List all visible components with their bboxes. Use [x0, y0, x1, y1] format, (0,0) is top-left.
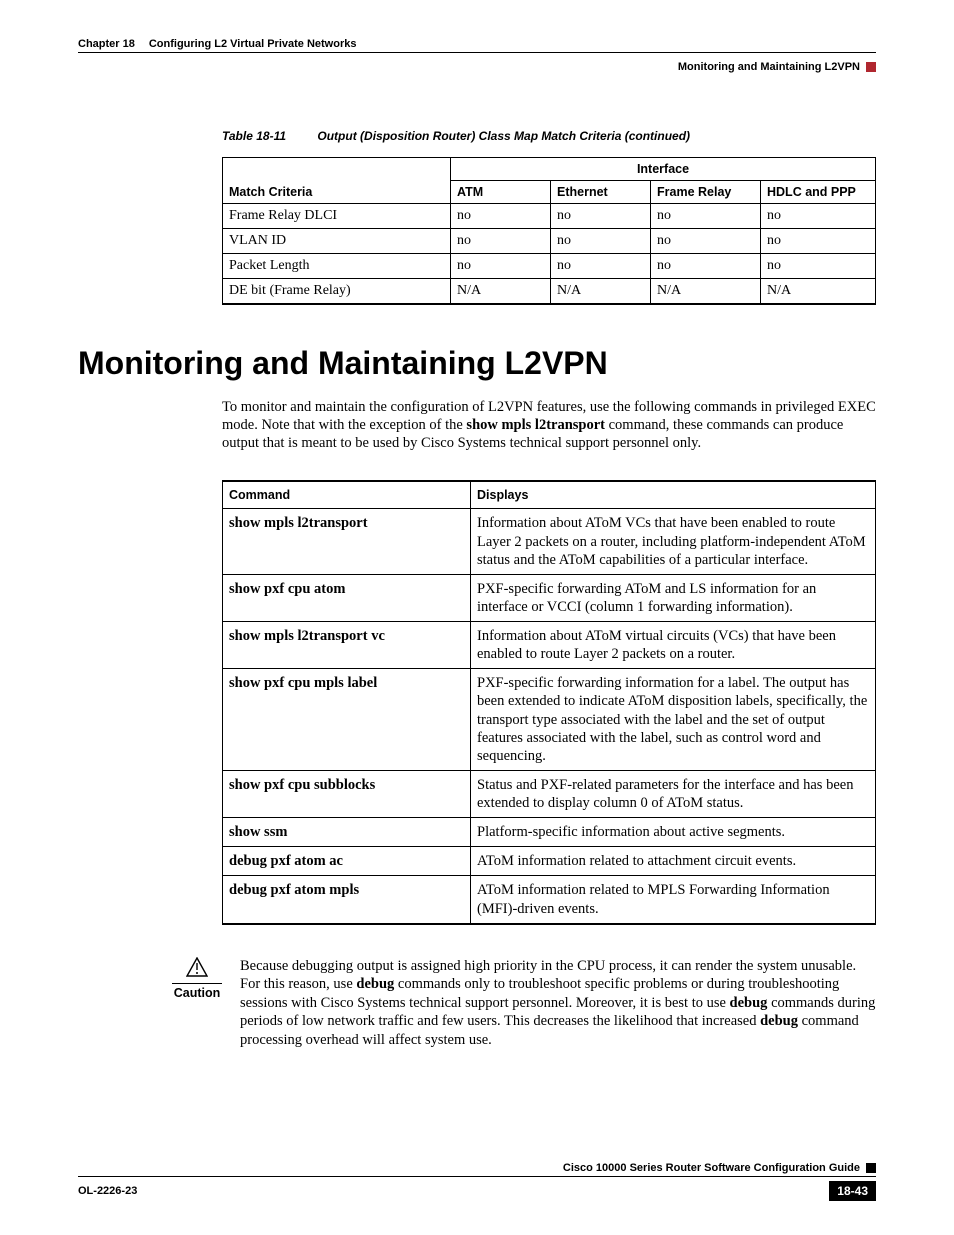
cell: Frame Relay DLCI — [223, 204, 451, 229]
caution-bold: debug — [356, 976, 394, 992]
cell: no — [761, 254, 876, 279]
table-row: show mpls l2transport Information about … — [223, 509, 876, 574]
cell: Packet Length — [223, 254, 451, 279]
table-row: debug pxf atom mpls AToM information rel… — [223, 876, 876, 924]
cell: no — [551, 204, 651, 229]
col-header-hdlc: HDLC and PPP — [761, 181, 876, 204]
command-name: show mpls l2transport vc — [223, 622, 471, 669]
table-row: Frame Relay DLCI no no no no — [223, 204, 876, 229]
col-header-command: Command — [223, 481, 471, 509]
col-group-interface: Interface — [451, 158, 876, 181]
command-name: show mpls l2transport — [223, 509, 471, 574]
table-title: Output (Disposition Router) Class Map Ma… — [317, 129, 690, 143]
cell: no — [651, 254, 761, 279]
command-desc: PXF-specific forwarding AToM and LS info… — [471, 574, 876, 621]
command-desc: Information about AToM virtual circuits … — [471, 622, 876, 669]
table-row: debug pxf atom ac AToM information relat… — [223, 847, 876, 876]
command-name: show pxf cpu subblocks — [223, 770, 471, 817]
cell: no — [761, 204, 876, 229]
caution-text: Because debugging output is assigned hig… — [240, 957, 876, 1050]
intro-paragraph: To monitor and maintain the configuratio… — [222, 398, 876, 452]
table-row: DE bit (Frame Relay) N/A N/A N/A N/A — [223, 279, 876, 305]
cell: no — [451, 229, 551, 254]
col-header-displays: Displays — [471, 481, 876, 509]
col-header-criteria: Match Criteria — [223, 158, 451, 204]
table-row: show pxf cpu atom PXF-specific forwardin… — [223, 574, 876, 621]
chapter-title: Configuring L2 Virtual Private Networks — [149, 38, 357, 50]
col-header-framerelay: Frame Relay — [651, 181, 761, 204]
caution-bold: debug — [760, 1013, 798, 1029]
table-row: Packet Length no no no no — [223, 254, 876, 279]
section-title: Monitoring and Maintaining L2VPN — [678, 61, 860, 73]
cell: no — [451, 204, 551, 229]
command-name: show pxf cpu mpls label — [223, 669, 471, 771]
table-label: Table 18-11 — [222, 129, 286, 143]
cell: VLAN ID — [223, 229, 451, 254]
command-desc: AToM information related to attachment c… — [471, 847, 876, 876]
command-name: show ssm — [223, 818, 471, 847]
intro-bold: show mpls l2transport — [466, 417, 605, 433]
col-header-atm: ATM — [451, 181, 551, 204]
cell: N/A — [651, 279, 761, 305]
command-name: debug pxf atom mpls — [223, 876, 471, 924]
page-footer: Cisco 10000 Series Router Software Confi… — [78, 1162, 876, 1201]
cell: N/A — [551, 279, 651, 305]
command-table: Command Displays show mpls l2transport I… — [222, 480, 876, 924]
caution-bold: debug — [730, 995, 768, 1011]
caution-icon — [172, 957, 222, 981]
cell: N/A — [451, 279, 551, 305]
command-name: debug pxf atom ac — [223, 847, 471, 876]
running-header: Chapter 18 Configuring L2 Virtual Privat… — [78, 38, 876, 50]
command-desc: Platform-specific information about acti… — [471, 818, 876, 847]
cell: no — [651, 229, 761, 254]
doc-id: OL-2226-23 — [78, 1185, 137, 1197]
table-row: show pxf cpu mpls label PXF-specific for… — [223, 669, 876, 771]
caution-block: Caution Because debugging output is assi… — [172, 957, 876, 1050]
table-row: show ssm Platform-specific information a… — [223, 818, 876, 847]
cell: DE bit (Frame Relay) — [223, 279, 451, 305]
section-marker-icon — [866, 62, 876, 72]
command-desc: Status and PXF-related parameters for th… — [471, 770, 876, 817]
cell: no — [451, 254, 551, 279]
page-heading: Monitoring and Maintaining L2VPN — [78, 345, 876, 382]
table-caption: Table 18-11 Output (Disposition Router) … — [222, 129, 876, 143]
guide-title: Cisco 10000 Series Router Software Confi… — [563, 1162, 860, 1174]
caution-label: Caution — [172, 986, 222, 1000]
match-criteria-table: Match Criteria Interface ATM Ethernet Fr… — [222, 157, 876, 305]
page-number: 18-43 — [829, 1181, 876, 1201]
table-row: show mpls l2transport vc Information abo… — [223, 622, 876, 669]
cell: no — [651, 204, 761, 229]
cell: no — [551, 229, 651, 254]
cell: N/A — [761, 279, 876, 305]
cell: no — [551, 254, 651, 279]
cell: no — [761, 229, 876, 254]
chapter-number: Chapter 18 — [78, 38, 135, 50]
footer-marker-icon — [866, 1163, 876, 1173]
col-header-ethernet: Ethernet — [551, 181, 651, 204]
header-rule — [78, 52, 876, 53]
table-row: VLAN ID no no no no — [223, 229, 876, 254]
command-desc: Information about AToM VCs that have bee… — [471, 509, 876, 574]
command-name: show pxf cpu atom — [223, 574, 471, 621]
command-desc: PXF-specific forwarding information for … — [471, 669, 876, 771]
table-row: show pxf cpu subblocks Status and PXF-re… — [223, 770, 876, 817]
command-desc: AToM information related to MPLS Forward… — [471, 876, 876, 924]
